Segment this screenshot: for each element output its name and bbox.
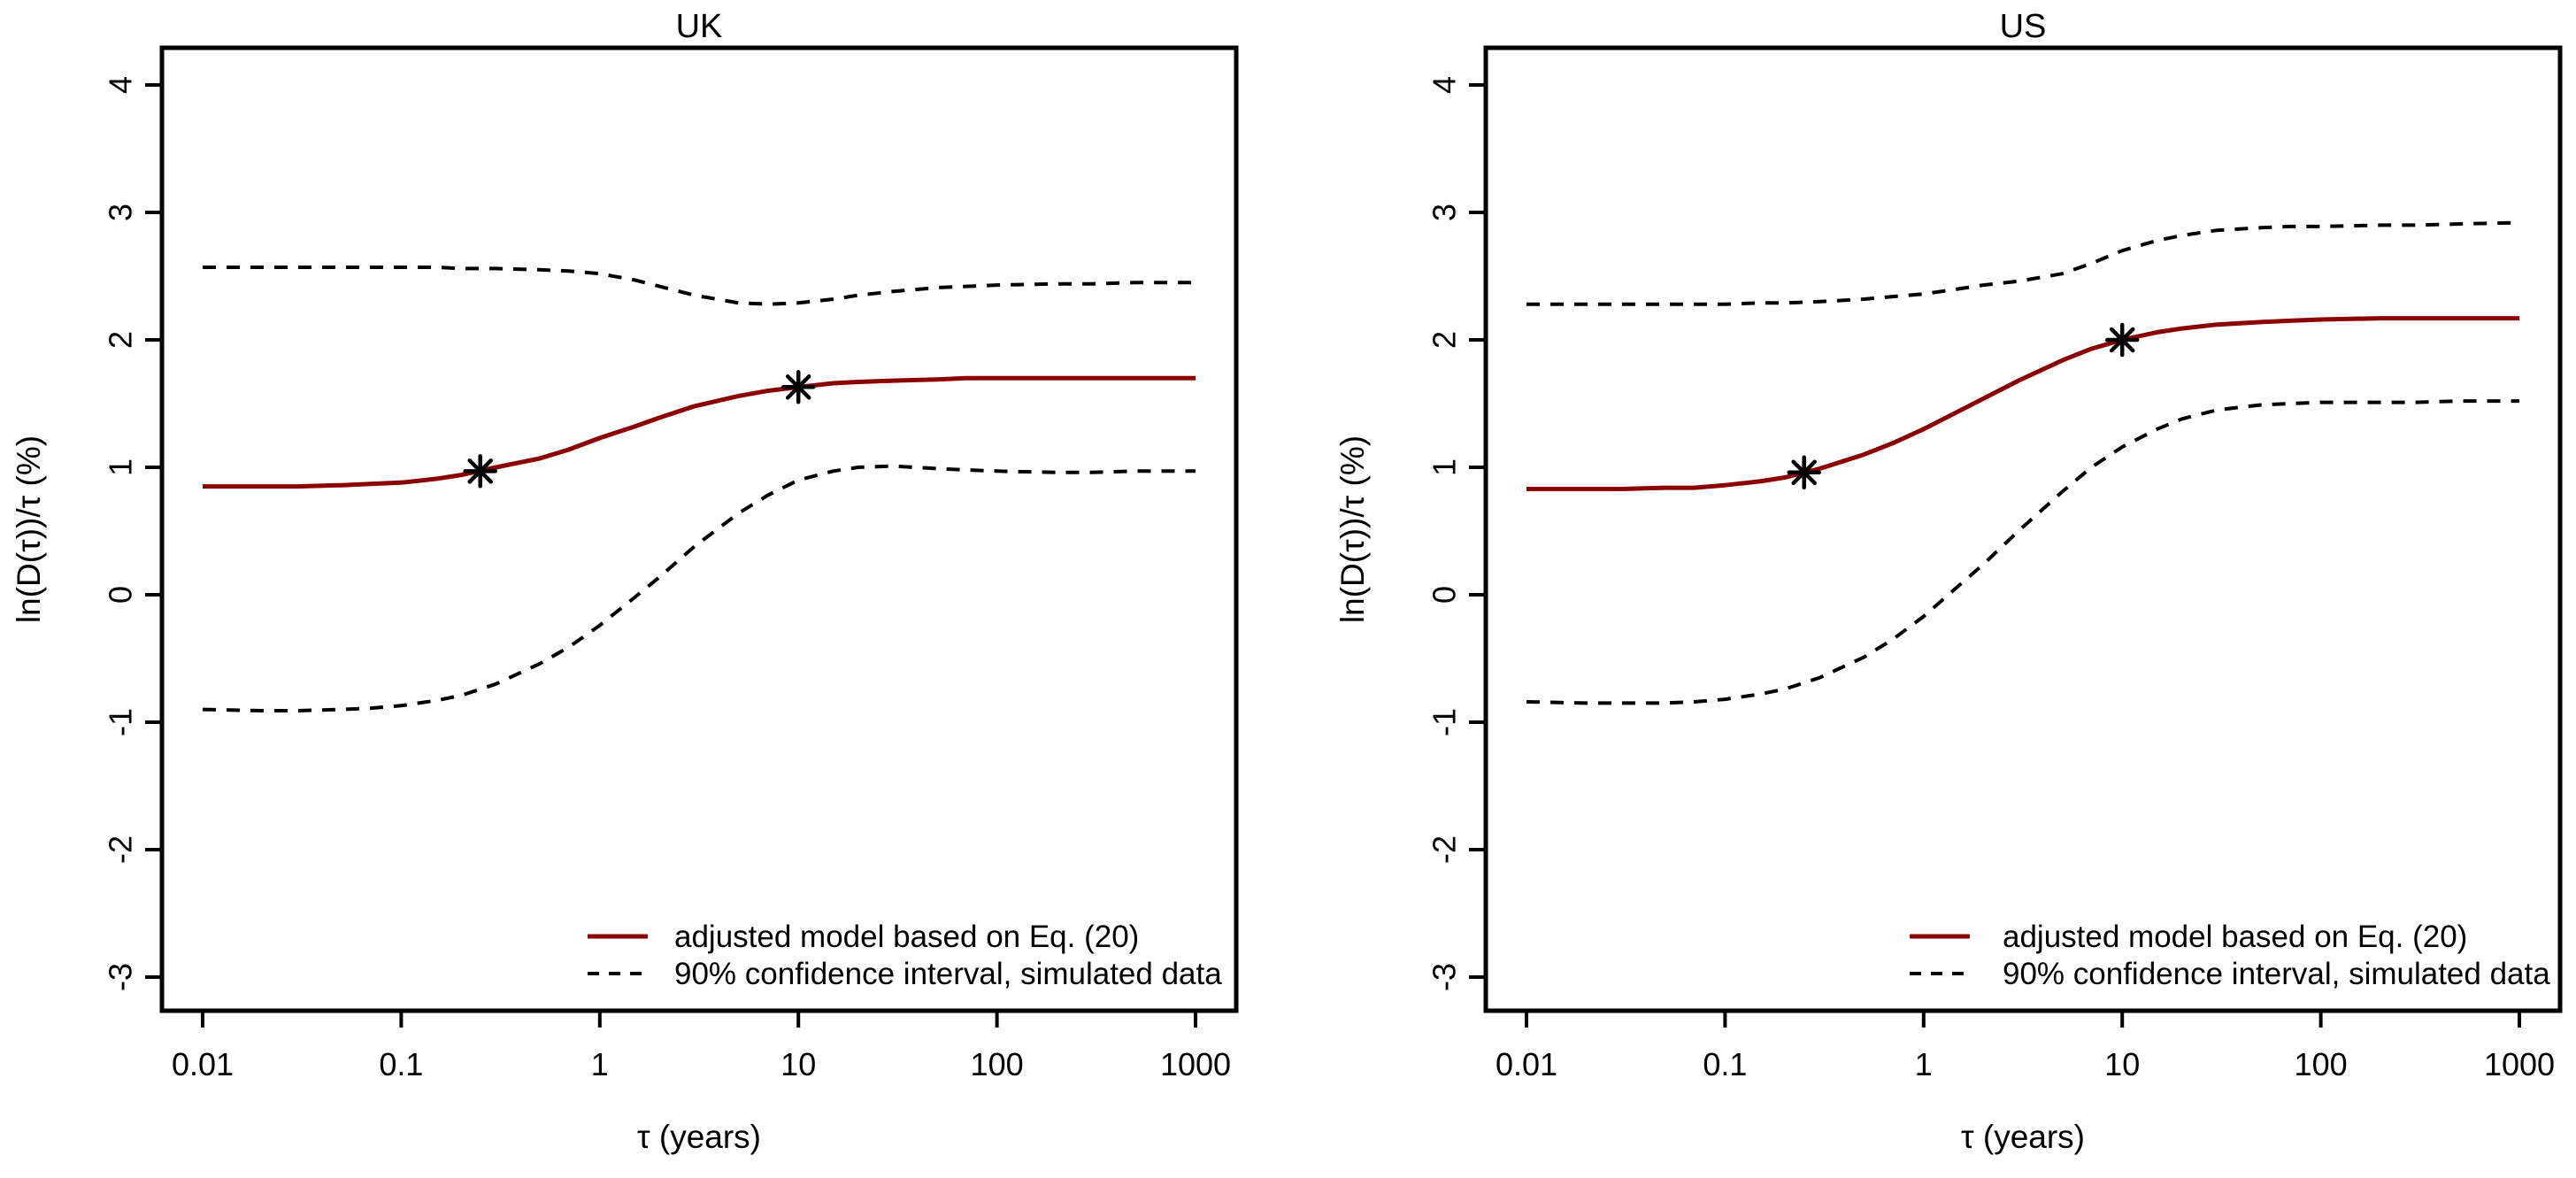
x-tick-label-uk: 1000 bbox=[1160, 1046, 1231, 1082]
asterisk-arm bbox=[2109, 327, 2135, 353]
series-us-model-line bbox=[1526, 316, 2519, 491]
x-axis-label-uk: τ (years) bbox=[637, 1119, 761, 1155]
x-tick-label-us: 0.1 bbox=[1703, 1046, 1747, 1082]
legend-label: 90% confidence interval, simulated data bbox=[674, 957, 1222, 991]
series-us-ci-dashed-1 bbox=[1526, 220, 2520, 306]
marker-asterisk-us bbox=[2104, 322, 2140, 358]
y-tick-label-us: 3 bbox=[1426, 204, 1463, 221]
x-tick-label-uk: 100 bbox=[971, 1046, 1024, 1082]
x-tick-label-uk: 0.01 bbox=[172, 1046, 234, 1082]
y-tick-label-uk: -3 bbox=[103, 963, 139, 991]
y-tick-label-us: 4 bbox=[1426, 76, 1463, 94]
asterisk-arm bbox=[467, 458, 493, 484]
y-axis-label-uk: ln(D(τ))/τ (%) bbox=[11, 435, 47, 623]
x-tick-label-us: 1 bbox=[1915, 1046, 1933, 1082]
y-tick-label-uk: 1 bbox=[103, 458, 139, 476]
y-tick-label-uk: 3 bbox=[103, 204, 139, 221]
marker-asterisk-us bbox=[1787, 455, 1821, 490]
legend-label: adjusted model based on Eq. (20) bbox=[2003, 920, 2467, 954]
plot-box-uk bbox=[159, 45, 1239, 1013]
y-tick-label-us: -3 bbox=[1426, 963, 1463, 991]
marker-asterisk-uk bbox=[463, 454, 497, 489]
x-tick-label-uk: 0.1 bbox=[379, 1046, 423, 1082]
legend-label: adjusted model based on Eq. (20) bbox=[674, 920, 1139, 954]
y-tick-label-us: 2 bbox=[1426, 331, 1463, 349]
x-axis-label-us: τ (years) bbox=[1961, 1119, 2085, 1155]
panel-title-uk: UK bbox=[676, 8, 723, 45]
y-tick-label-us: 0 bbox=[1426, 586, 1463, 604]
x-tick-label-us: 1000 bbox=[2484, 1046, 2555, 1082]
series-us-ci-dashed-2 bbox=[1526, 399, 2519, 705]
y-tick-label-uk: -1 bbox=[103, 708, 139, 736]
x-tick-label-us: 0.01 bbox=[1496, 1046, 1557, 1082]
panel-title-us: US bbox=[2000, 8, 2047, 45]
series-uk-ci-dashed-1 bbox=[203, 266, 1196, 306]
y-tick-label-uk: 0 bbox=[103, 586, 139, 604]
x-tick-label-us: 100 bbox=[2295, 1046, 2348, 1082]
asterisk-arm bbox=[1791, 459, 1817, 486]
series-uk-model-line bbox=[203, 375, 1196, 489]
series-uk-ci-dashed-2 bbox=[202, 464, 1196, 712]
y-tick-label-uk: -2 bbox=[103, 835, 139, 864]
y-tick-label-uk: 4 bbox=[103, 76, 139, 94]
y-axis-label-us: ln(D(τ))/τ (%) bbox=[1334, 435, 1371, 623]
x-tick-label-uk: 1 bbox=[591, 1046, 609, 1082]
panel-uk: UK 0.01 0.1 1 10 100 1000 -3 -2 -1 0 1 2 3 4 τ (years) l… bbox=[11, 8, 1239, 1155]
plot-box-us bbox=[1483, 45, 2563, 1013]
marker-asterisk-uk bbox=[780, 370, 816, 404]
x-tick-label-uk: 10 bbox=[780, 1046, 816, 1082]
x-tick-label-us: 10 bbox=[2104, 1046, 2140, 1082]
legend-label: 90% confidence interval, simulated data bbox=[2003, 957, 2550, 991]
y-tick-label-us: -1 bbox=[1426, 708, 1463, 736]
panel-us: US 0.01 0.1 1 10 100 1000 -3 -2 -1 0 1 2 3 4 τ (years) l… bbox=[1334, 8, 2563, 1155]
y-tick-label-us: 1 bbox=[1426, 458, 1463, 476]
asterisk-arm bbox=[785, 374, 811, 400]
y-tick-label-us: -2 bbox=[1426, 835, 1463, 864]
y-tick-label-uk: 2 bbox=[103, 331, 139, 349]
